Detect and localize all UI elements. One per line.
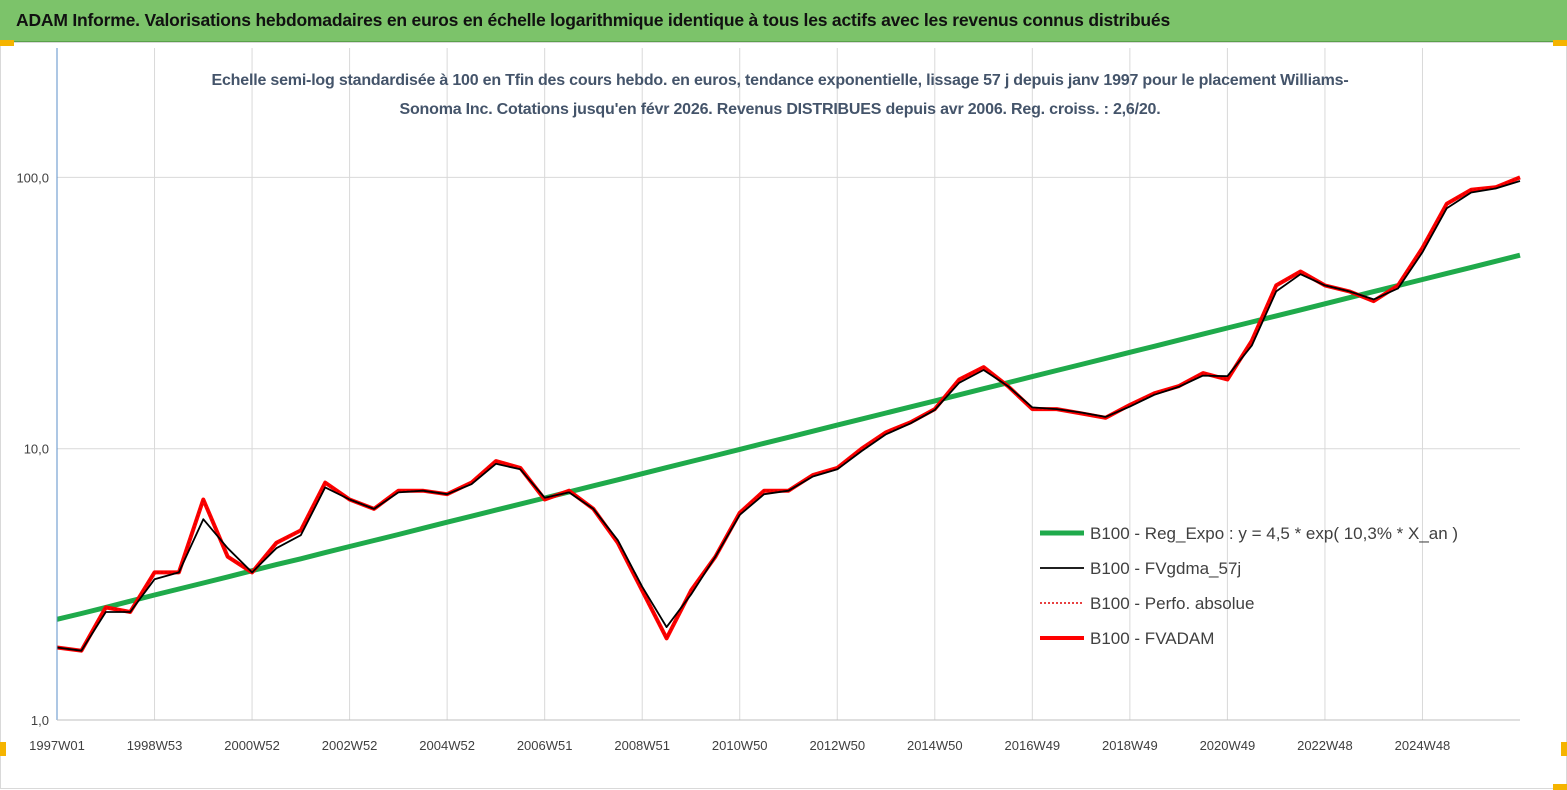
series-line	[56, 252, 1521, 622]
y-tick-label: 10,0	[24, 442, 49, 457]
header-bar: ADAM Informe. Valorisations hebdomadaire…	[0, 0, 1567, 42]
x-tick-label: 2022W48	[1297, 738, 1353, 753]
corner-mark	[1561, 742, 1567, 756]
y-tick-label: 1,0	[31, 713, 49, 728]
header-title: ADAM Informe. Valorisations hebdomadaire…	[16, 10, 1170, 30]
legend-label: B100 - Perfo. absolue	[1090, 594, 1254, 613]
legend-label: B100 - Reg_Expo : y = 4,5 * exp( 10,3% *…	[1090, 524, 1458, 543]
corner-mark	[0, 742, 6, 756]
legend-label: B100 - FVADAM	[1090, 629, 1214, 648]
x-tick-label: 2010W50	[712, 738, 768, 753]
x-tick-label: 2004W52	[419, 738, 475, 753]
corner-mark	[1553, 40, 1567, 46]
series-line	[56, 175, 1521, 653]
legend-label: B100 - FVgdma_57j	[1090, 559, 1241, 578]
x-tick-label: 2006W51	[517, 738, 573, 753]
y-tick-label: 100,0	[16, 170, 49, 185]
x-tick-label: 2016W49	[1005, 738, 1061, 753]
legend: B100 - Reg_Expo : y = 4,5 * exp( 10,3% *…	[1040, 524, 1458, 648]
x-tick-label: 2002W52	[322, 738, 378, 753]
x-tick-label: 2018W49	[1102, 738, 1158, 753]
plot-lines	[56, 175, 1521, 653]
x-tick-label: 2008W51	[614, 738, 670, 753]
series-line	[56, 180, 1521, 652]
x-tick-label: 2014W50	[907, 738, 963, 753]
x-tick-label: 2000W52	[224, 738, 280, 753]
chart-border	[0, 42, 1567, 789]
axes: 1,0 10,0 100,0 1997W01 1998W53 2000W52 2002W52…	[16, 48, 1520, 753]
corner-mark	[0, 40, 14, 46]
x-tick-label: 2020W49	[1200, 738, 1256, 753]
x-tick-label: 1997W01	[29, 738, 85, 753]
x-tick-label: 2012W50	[809, 738, 865, 753]
x-tick-label: 1998W53	[127, 738, 183, 753]
corner-mark	[1553, 784, 1567, 790]
series-line	[56, 176, 1521, 652]
chart-subtitle: Echelle semi-log standardisée à 100 en T…	[211, 72, 1349, 118]
x-tick-label: 2024W48	[1395, 738, 1451, 753]
grid	[57, 48, 1520, 720]
